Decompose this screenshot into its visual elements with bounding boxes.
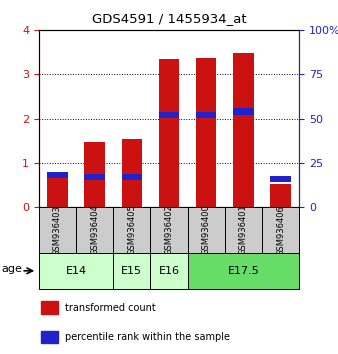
Bar: [47, 178, 68, 207]
Text: E17.5: E17.5: [227, 266, 259, 276]
Bar: [159, 59, 179, 207]
Text: percentile rank within the sample: percentile rank within the sample: [65, 332, 230, 342]
Text: GSM936406: GSM936406: [276, 205, 285, 256]
Text: GSM936403: GSM936403: [53, 205, 62, 256]
Text: GSM936405: GSM936405: [127, 205, 136, 256]
Bar: [270, 176, 291, 182]
Text: E16: E16: [159, 266, 179, 276]
FancyBboxPatch shape: [39, 253, 113, 289]
Text: E14: E14: [66, 266, 87, 276]
Text: age: age: [2, 264, 23, 274]
FancyBboxPatch shape: [113, 207, 150, 253]
FancyBboxPatch shape: [39, 207, 76, 253]
Text: GSM936404: GSM936404: [90, 205, 99, 256]
Text: GSM936400: GSM936400: [202, 205, 211, 256]
Bar: [196, 57, 216, 207]
FancyBboxPatch shape: [188, 253, 299, 289]
Text: E15: E15: [121, 266, 142, 276]
Bar: [42, 331, 58, 343]
FancyBboxPatch shape: [225, 207, 262, 253]
Text: GSM936401: GSM936401: [239, 205, 248, 256]
Text: GDS4591 / 1455934_at: GDS4591 / 1455934_at: [92, 12, 246, 25]
Bar: [122, 138, 142, 207]
Bar: [84, 142, 105, 207]
Bar: [84, 174, 105, 180]
Bar: [47, 172, 68, 178]
Bar: [159, 112, 179, 118]
FancyBboxPatch shape: [188, 207, 225, 253]
Bar: [233, 53, 254, 207]
FancyBboxPatch shape: [76, 207, 113, 253]
Bar: [270, 184, 291, 207]
FancyBboxPatch shape: [113, 253, 150, 289]
Text: GSM936402: GSM936402: [165, 205, 173, 256]
FancyBboxPatch shape: [150, 253, 188, 289]
Bar: [122, 174, 142, 180]
Text: transformed count: transformed count: [65, 303, 155, 313]
Bar: [42, 301, 58, 314]
FancyBboxPatch shape: [150, 207, 188, 253]
Bar: [233, 108, 254, 115]
FancyBboxPatch shape: [262, 207, 299, 253]
Bar: [196, 112, 216, 118]
